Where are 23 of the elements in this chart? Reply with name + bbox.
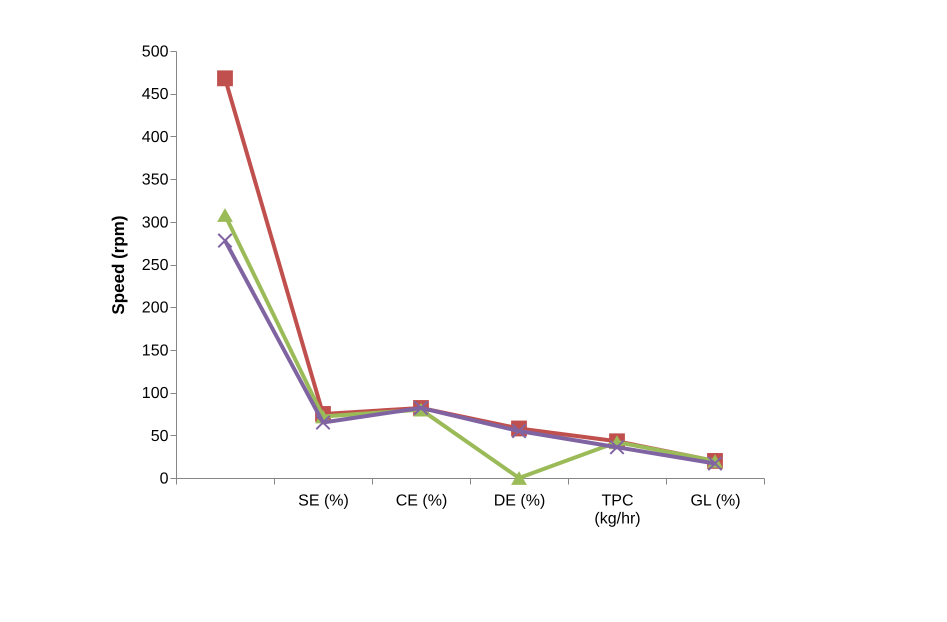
y-tick-label: 400 (142, 128, 169, 146)
point (315, 414, 331, 430)
y-tick-label: 150 (142, 342, 169, 360)
x-tick-label: SE (%) (298, 492, 349, 510)
x-tick-label: GL (%) (690, 492, 741, 510)
point (217, 70, 233, 86)
point (511, 471, 527, 485)
y-tick-label: 200 (142, 300, 169, 317)
y-tick-label: 100 (142, 385, 169, 402)
y-tick-label: 350 (142, 172, 169, 189)
y-tick-label: 250 (142, 257, 169, 274)
y-tick-label: 50 (150, 428, 169, 445)
x-tick-label: CE (%) (396, 492, 448, 510)
y-tick-label: 0 (160, 470, 169, 488)
y-tick-label: 500 (142, 44, 169, 60)
point (217, 232, 233, 248)
x-tick-label: DE (%) (494, 492, 546, 510)
point (609, 440, 625, 455)
x-tick-label: TPC (kg/hr) (594, 492, 641, 528)
y-tick-label: 300 (142, 214, 169, 232)
y-tick-label: 450 (142, 86, 169, 104)
point (217, 208, 233, 222)
y-axis-title: Speed (rpm) (108, 215, 128, 315)
